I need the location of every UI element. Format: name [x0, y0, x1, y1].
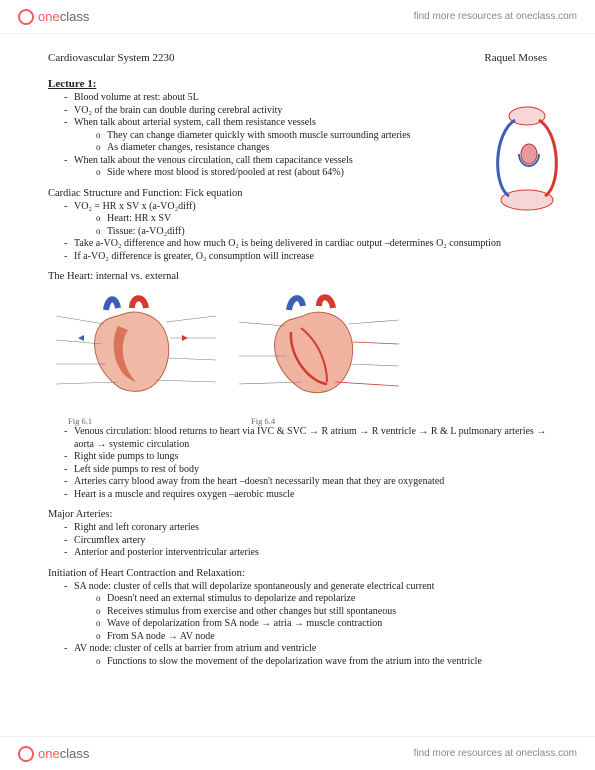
list-item: Blood volume at rest: about 5L — [64, 92, 547, 105]
heart-internal-diagram — [48, 286, 223, 414]
list-item: Right side pumps to lungs — [64, 451, 547, 464]
list-subitem: Doesn't need an external stimulus to dep… — [96, 593, 547, 606]
list-item: Right and left coronary arteries — [64, 522, 547, 535]
list-subitem: They can change diameter quickly with sm… — [96, 130, 547, 143]
list-subitem: Wave of depolarization from SA node → at… — [96, 618, 547, 631]
list-item: If a-VO₂ difference is greater, O₂ consu… — [64, 251, 547, 264]
arteries-heading: Major Arteries: — [48, 509, 547, 520]
arteries-list: Right and left coronary arteries Circumf… — [48, 522, 547, 560]
author-name: Raquel Moses — [484, 52, 547, 64]
list-item: When talk about arterial system, call th… — [64, 117, 547, 155]
list-item: AV node: cluster of cells at barrier fro… — [64, 643, 547, 668]
fig-caption-1: Fig 6.1 — [48, 416, 223, 426]
find-resources-link-bottom[interactable]: find more resources at oneclass.com — [414, 748, 577, 759]
list-item: Circumflex artery — [64, 535, 547, 548]
list-subitem: Side where most blood is stored/pooled a… — [96, 167, 547, 180]
top-bar: oneclass find more resources at oneclass… — [0, 0, 595, 34]
heart-list: Venous circulation: blood returns to hea… — [48, 426, 547, 501]
fick-list: VO₂ = HR x SV x (a-VO₂diff) Heart: HR x … — [48, 201, 547, 264]
list-item: VO₂ = HR x SV x (a-VO₂diff) Heart: HR x … — [64, 201, 547, 239]
list-text: SA node: cluster of cells that will depo… — [74, 581, 434, 592]
brand-circle-icon — [18, 746, 34, 762]
brand-one-b: one — [38, 746, 60, 761]
list-subitem: From SA node → AV node — [96, 631, 547, 644]
list-item: When talk about the venous circulation, … — [64, 155, 547, 180]
list-item: Left side pumps to rest of body — [64, 464, 547, 477]
list-item: Take a-VO₂ difference and how much O₂ is… — [64, 238, 547, 251]
brand-text: oneclass — [38, 9, 89, 24]
fick-heading: Cardiac Structure and Function: Fick equ… — [48, 188, 547, 199]
list-text: AV node: cluster of cells at barrier fro… — [74, 643, 316, 654]
brand-circle-icon — [18, 9, 34, 25]
contraction-list: SA node: cluster of cells that will depo… — [48, 581, 547, 669]
course-title: Cardiovascular System 2230 — [48, 52, 174, 64]
heart-external-svg — [231, 286, 406, 414]
heart-internal-svg — [48, 286, 223, 414]
brand-logo: oneclass — [18, 9, 89, 25]
list-subitem: As diameter changes, resistance changes — [96, 142, 547, 155]
list-text: VO₂ = HR x SV x (a-VO₂diff) — [74, 201, 196, 212]
doc-header: Cardiovascular System 2230 Raquel Moses — [48, 52, 547, 64]
brand-text-bottom: oneclass — [38, 746, 89, 761]
list-item: SA node: cluster of cells that will depo… — [64, 581, 547, 644]
heart-diagram-row — [48, 286, 547, 414]
brand-class: class — [60, 9, 90, 24]
heart-external-diagram — [231, 286, 406, 414]
bottom-bar: oneclass find more resources at oneclass… — [0, 736, 595, 770]
page-content: Cardiovascular System 2230 Raquel Moses … — [0, 34, 595, 708]
list-item: Heart is a muscle and requires oxygen –a… — [64, 489, 547, 502]
find-resources-link-top[interactable]: find more resources at oneclass.com — [414, 11, 577, 22]
brand-class-b: class — [60, 746, 90, 761]
list-text: When talk about arterial system, call th… — [74, 117, 316, 128]
list-text: When talk about the venous circulation, … — [74, 155, 353, 166]
list-subitem: Functions to slow the movement of the de… — [96, 656, 547, 669]
fig-caption-2: Fig 6.4 — [231, 416, 406, 426]
brand-one: one — [38, 9, 60, 24]
heart-heading: The Heart: internal vs. external — [48, 271, 547, 282]
list-item: Venous circulation: blood returns to hea… — [64, 426, 547, 451]
list-subitem: Tissue: (a-VO₂diff) — [96, 226, 547, 239]
list-item: Arteries carry blood away from the heart… — [64, 476, 547, 489]
lecture1-list: Blood volume at rest: about 5L VO₂ of th… — [48, 92, 547, 180]
contraction-heading: Initiation of Heart Contraction and Rela… — [48, 568, 547, 579]
list-subitem: Receives stimulus from exercise and othe… — [96, 606, 547, 619]
list-item: VO₂ of the brain can double during cereb… — [64, 105, 547, 118]
lecture1-heading: Lecture 1: — [48, 78, 547, 90]
list-subitem: Heart: HR x SV — [96, 213, 547, 226]
brand-logo-bottom: oneclass — [18, 746, 89, 762]
list-item: Anterior and posterior interventricular … — [64, 547, 547, 560]
